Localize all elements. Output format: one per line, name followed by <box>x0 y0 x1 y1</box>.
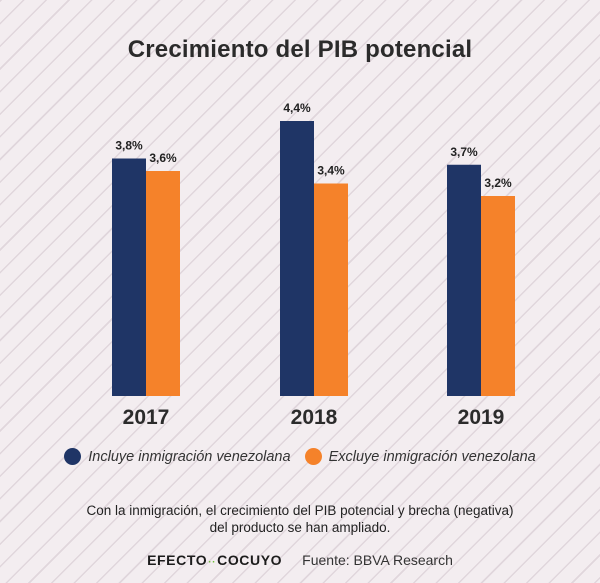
legend-swatch-incluye <box>64 448 82 465</box>
data-label-2017-excluye: 3,6% <box>149 151 177 165</box>
footer: EFECTO··COCUYO Fuente: BBVA Research <box>0 552 600 568</box>
note-line-1: Con la inmigración, el crecimiento del P… <box>86 503 514 518</box>
bar-2017-incluye <box>112 158 146 396</box>
data-label-2017-incluye: 3,8% <box>115 139 143 153</box>
brand-logo: EFECTO··COCUYO <box>147 552 282 568</box>
x-tick-label-2017: 2017 <box>123 406 170 429</box>
bar-chart: 3,8% 3,6% 2017 4,4% 3,4% 2018 3,7% 3,2% 2019 <box>112 101 515 429</box>
data-label-2018-excluye: 3,4% <box>317 164 345 178</box>
x-tick-label-2018: 2018 <box>291 406 338 429</box>
data-label-2019-incluye: 3,7% <box>450 145 478 159</box>
note-line-2: del producto se han ampliado. <box>209 520 391 535</box>
bar-2018-excluye <box>314 183 348 396</box>
legend-label-excluye: Excluye inmigración venezolana <box>328 448 536 465</box>
legend-item-incluye: Incluye inmigración venezolana <box>64 448 291 465</box>
legend-item-excluye: Excluye inmigración venezolana <box>304 448 536 465</box>
legend: Incluye inmigración venezolana Excluye i… <box>0 448 600 465</box>
legend-label-incluye: Incluye inmigración venezolana <box>88 448 291 465</box>
bar-2017-excluye <box>146 171 180 396</box>
data-label-2019-excluye: 3,2% <box>484 176 512 190</box>
x-tick-label-2019: 2019 <box>458 406 505 429</box>
data-label-2018-incluye: 4,4% <box>283 101 311 115</box>
bar-2018-incluye <box>280 121 314 396</box>
brand-right: COCUYO <box>217 552 283 568</box>
brand-dot-icon: ·· <box>208 557 217 568</box>
legend-swatch-excluye <box>304 448 322 465</box>
brand-left: EFECTO <box>147 552 208 568</box>
bar-2019-excluye <box>481 196 515 396</box>
bar-2019-incluye <box>447 164 481 396</box>
source-text: Fuente: BBVA Research <box>302 552 453 568</box>
chart-note: Con la inmigración, el crecimiento del P… <box>60 502 540 536</box>
chart-title: Crecimiento del PIB potencial <box>127 36 473 63</box>
